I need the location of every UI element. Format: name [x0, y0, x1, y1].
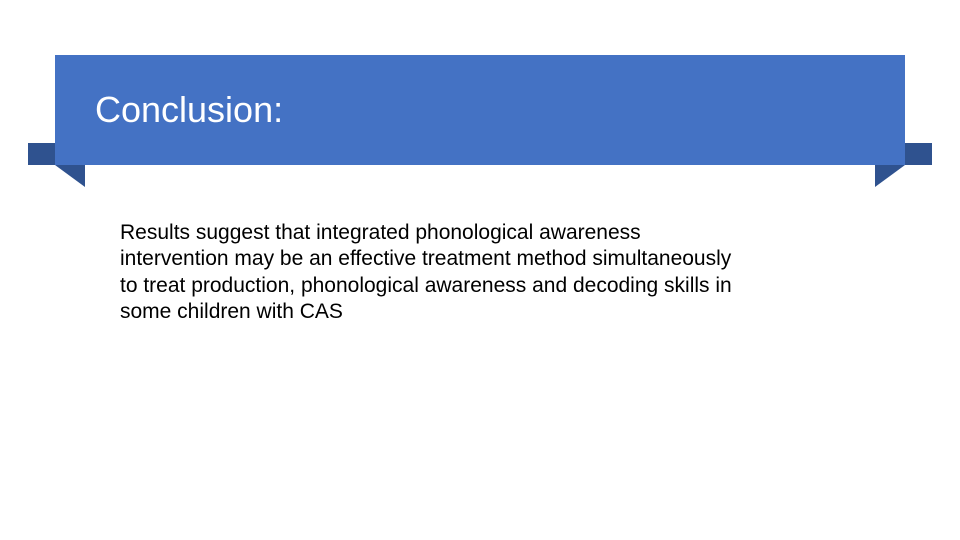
slide-title: Conclusion: [95, 89, 283, 131]
ribbon-tail-right-back [905, 143, 932, 165]
title-banner: Conclusion: [55, 55, 905, 165]
ribbon-tail-right [875, 165, 905, 187]
ribbon-tail-left-back [28, 143, 55, 165]
body-paragraph: Results suggest that integrated phonolog… [120, 220, 740, 325]
ribbon-tail-left [55, 165, 85, 187]
